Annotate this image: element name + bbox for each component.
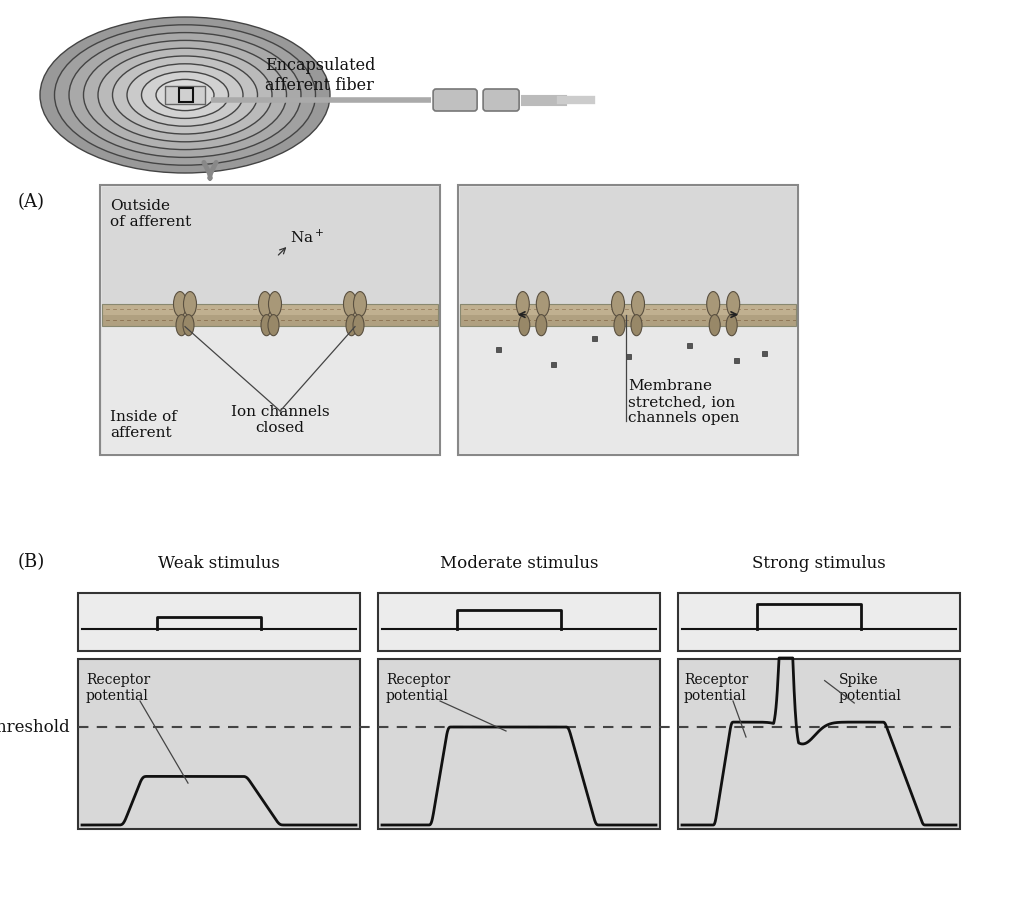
- Bar: [78, 593, 360, 651]
- Ellipse shape: [268, 291, 282, 317]
- Bar: [378, 659, 660, 829]
- Bar: [102, 304, 438, 326]
- Ellipse shape: [183, 291, 197, 317]
- Ellipse shape: [141, 72, 228, 118]
- Bar: [762, 350, 767, 356]
- Bar: [102, 304, 438, 315]
- Ellipse shape: [343, 291, 356, 317]
- Ellipse shape: [113, 56, 257, 134]
- Ellipse shape: [261, 315, 272, 336]
- Ellipse shape: [171, 87, 200, 103]
- Bar: [100, 185, 440, 455]
- Bar: [687, 343, 691, 348]
- Bar: [734, 359, 739, 363]
- Bar: [378, 593, 660, 651]
- Text: Outside
of afferent: Outside of afferent: [110, 199, 191, 229]
- Ellipse shape: [632, 291, 644, 317]
- Ellipse shape: [258, 291, 271, 317]
- Bar: [165, 86, 205, 104]
- Text: Na$^+$: Na$^+$: [291, 228, 325, 246]
- Text: Threshold: Threshold: [0, 719, 70, 735]
- Ellipse shape: [54, 25, 315, 166]
- Ellipse shape: [726, 315, 737, 336]
- Text: (B): (B): [18, 553, 45, 571]
- Ellipse shape: [727, 291, 739, 317]
- Ellipse shape: [268, 315, 279, 336]
- Text: Receptor
potential: Receptor potential: [684, 673, 749, 703]
- Bar: [460, 304, 796, 315]
- Bar: [101, 326, 438, 453]
- Text: Spike
potential: Spike potential: [839, 673, 901, 703]
- Ellipse shape: [84, 40, 287, 149]
- Text: Receptor
potential: Receptor potential: [86, 673, 151, 703]
- Ellipse shape: [69, 33, 301, 157]
- Bar: [179, 88, 193, 102]
- Ellipse shape: [183, 315, 194, 336]
- Text: Receptor
potential: Receptor potential: [386, 673, 451, 703]
- Ellipse shape: [707, 291, 720, 317]
- Text: Weak stimulus: Weak stimulus: [158, 555, 280, 572]
- Bar: [102, 315, 438, 326]
- Ellipse shape: [98, 48, 272, 142]
- Text: Strong stimulus: Strong stimulus: [752, 555, 886, 572]
- Ellipse shape: [40, 17, 330, 173]
- Ellipse shape: [537, 291, 549, 317]
- Ellipse shape: [127, 64, 243, 126]
- Bar: [592, 337, 597, 341]
- Ellipse shape: [346, 315, 357, 336]
- Ellipse shape: [176, 315, 187, 336]
- Bar: [101, 187, 438, 304]
- Bar: [551, 361, 556, 367]
- FancyBboxPatch shape: [433, 89, 477, 111]
- Bar: [78, 659, 360, 829]
- Ellipse shape: [353, 291, 367, 317]
- Ellipse shape: [614, 315, 625, 336]
- Text: Moderate stimulus: Moderate stimulus: [439, 555, 598, 572]
- Bar: [626, 354, 631, 359]
- Text: Inside of
afferent: Inside of afferent: [110, 410, 177, 440]
- Ellipse shape: [156, 79, 214, 111]
- Text: Membrane
stretched, ion
channels open: Membrane stretched, ion channels open: [628, 379, 739, 425]
- Ellipse shape: [519, 315, 529, 336]
- Ellipse shape: [611, 291, 625, 317]
- Ellipse shape: [353, 315, 364, 336]
- Text: (A): (A): [18, 193, 45, 211]
- Ellipse shape: [710, 315, 720, 336]
- Ellipse shape: [173, 291, 186, 317]
- Text: Ion channels
closed: Ion channels closed: [230, 405, 330, 435]
- Bar: [678, 659, 961, 829]
- Bar: [460, 304, 796, 326]
- Text: Encapsulated
afferent fiber: Encapsulated afferent fiber: [265, 57, 375, 94]
- Bar: [497, 348, 502, 352]
- Bar: [460, 187, 797, 304]
- Ellipse shape: [631, 315, 642, 336]
- Ellipse shape: [536, 315, 547, 336]
- Bar: [678, 593, 961, 651]
- Bar: [460, 326, 797, 453]
- Bar: [460, 315, 796, 326]
- Ellipse shape: [516, 291, 529, 317]
- FancyBboxPatch shape: [483, 89, 519, 111]
- Bar: [458, 185, 798, 455]
